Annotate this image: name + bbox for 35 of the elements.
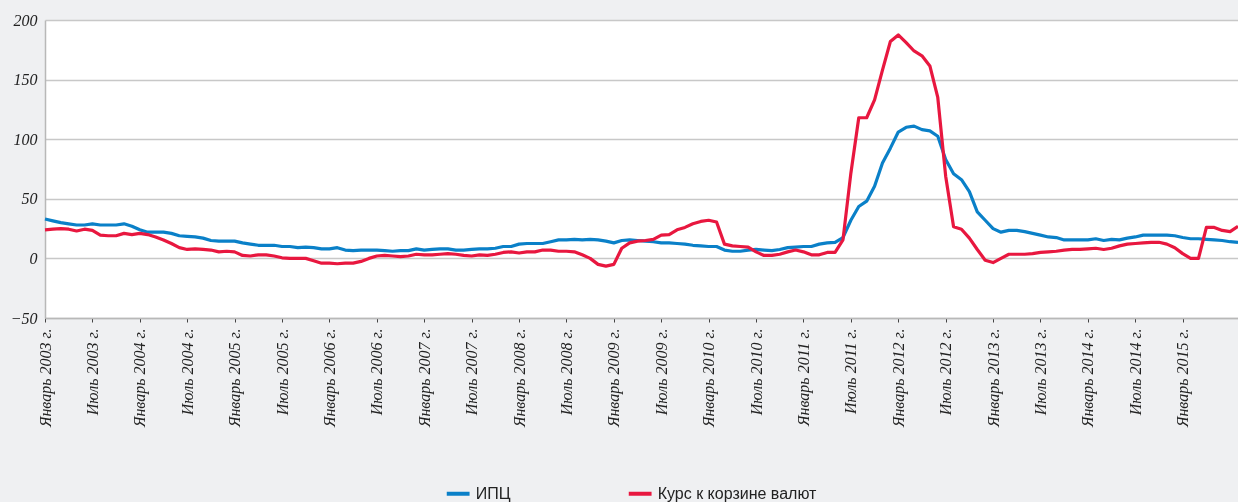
x-tick-label: Июль 2003 г. [83,328,101,417]
x-tick-label: Июль 2014 г. [1126,328,1144,417]
x-tick-label: Июль 2013 г. [1031,328,1049,417]
x-tick-label: Январь 2007 г. [415,328,434,429]
y-tick-label: 100 [13,130,38,148]
x-tick-label: Июль 2010 г. [747,328,765,417]
y-tick-label: 0 [29,249,38,267]
x-tick-label: Июль 2004 г. [178,328,196,417]
x-tick-label: Январь 2014 г. [1079,328,1098,429]
x-tick-label: Январь 2010 г. [700,328,719,429]
x-tick-label: Январь 2015 г. [1174,328,1193,429]
x-tick-label: Июль 2006 г. [368,328,386,417]
x-tick-label: Январь 2013 г. [984,328,1003,429]
x-tick-label: Июль 2008 г. [557,328,575,417]
x-tick-label: Июль 2007 г. [463,328,481,417]
x-tick-label: Январь 2011 г. [794,328,813,427]
x-tick-label: Июль 2012 г. [937,328,955,417]
x-tick-label: Июль 2011 г. [842,328,860,416]
y-tick-label: −50 [10,309,38,327]
line-series [43,33,1238,268]
x-tick-label: Январь 2006 г. [320,328,339,429]
x-tick-label: Январь 2009 г. [605,328,624,429]
x-tick-label: Январь 2012 г. [889,328,908,429]
x-tick-label: Январь 2005 г. [226,328,245,429]
x-tick-label: Январь 2008 г. [510,328,529,429]
y-tick-label: 50 [21,190,38,208]
x-tick-label: Июль 2005 г. [273,328,291,417]
x-tick-label: Январь 2004 г. [131,328,150,429]
legend-label: Курс к корзине валют [657,484,818,502]
x-tick-label: Июль 2009 г. [652,328,670,417]
line-series [43,124,1238,253]
legend-label: ИПЦ [475,484,511,502]
y-tick-label: 150 [13,71,38,89]
y-tick-label: 200 [13,11,38,29]
x-tick-label: Январь 2003 г. [36,328,55,429]
